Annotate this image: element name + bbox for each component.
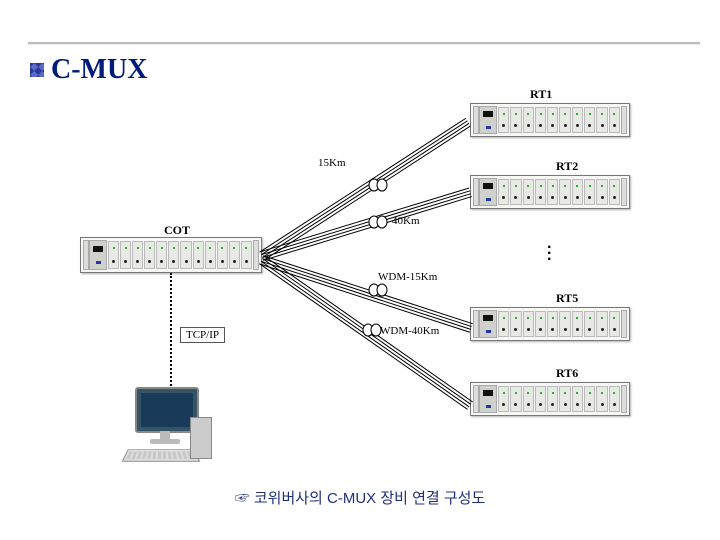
link-label-3: WDM-15Km — [378, 271, 437, 283]
diagram-canvas: RT1 RT2 COT RT5 RT6 — [0, 95, 720, 475]
link-cot-rt5 — [260, 255, 472, 332]
coupler-icon-3 — [368, 283, 388, 297]
device-cot — [80, 237, 262, 273]
label-cot: COT — [164, 223, 190, 238]
device-rt2 — [470, 175, 630, 209]
keyboard-icon — [122, 449, 201, 461]
label-rt6: RT6 — [556, 366, 578, 381]
ellipsis-icon: ··· — [547, 245, 552, 263]
link-label-tcpip: TCP/IP — [180, 327, 225, 343]
link-label-4: WDM-40Km — [380, 325, 439, 337]
coupler-icon-4 — [362, 323, 382, 337]
device-rt1 — [470, 103, 630, 137]
link-label-2: 40Km — [392, 215, 420, 227]
tower-icon — [190, 417, 212, 459]
link-cot-rt2 — [261, 187, 472, 260]
title-row: C-MUX — [30, 54, 147, 86]
device-rt6 — [470, 382, 630, 416]
device-rt5 — [470, 307, 630, 341]
caption-text: ☞ 코위버사의 C-MUX 장비 연결 구성도 — [235, 490, 486, 507]
link-label-1: 15Km — [318, 157, 346, 169]
link-tcpip — [170, 273, 172, 393]
label-rt1: RT1 — [530, 87, 552, 102]
title-bullet-icon — [30, 63, 44, 77]
coupler-icon-1 — [368, 178, 388, 192]
coupler-icon-2 — [368, 215, 388, 229]
device-pc — [120, 387, 210, 467]
caption: ☞ 코위버사의 C-MUX 장비 연결 구성도 — [0, 487, 720, 508]
page-title: C-MUX — [51, 54, 147, 86]
link-cot-rt1 — [259, 118, 471, 260]
label-rt2: RT2 — [556, 159, 578, 174]
label-rt5: RT5 — [556, 291, 578, 306]
top-divider — [28, 42, 700, 45]
